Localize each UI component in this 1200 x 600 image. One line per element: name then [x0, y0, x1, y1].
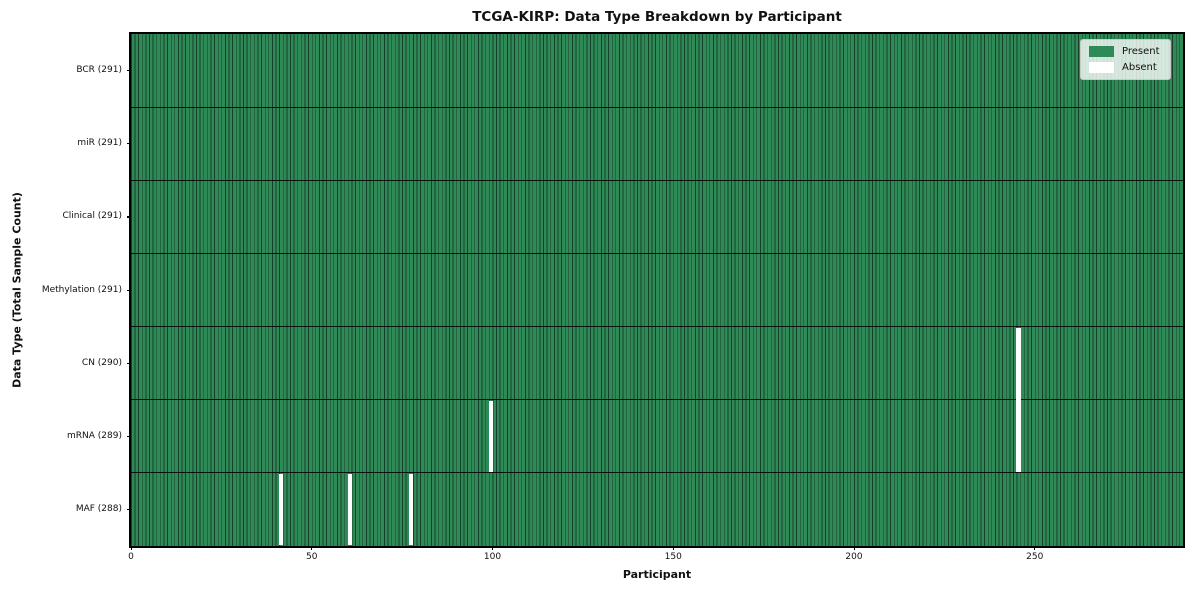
- y-tick-mark: [127, 289, 131, 291]
- x-tick-mark: [311, 546, 313, 550]
- row-separator: [131, 472, 1183, 474]
- row-separator: [131, 106, 1183, 108]
- y-tick-label: CN (290): [81, 357, 122, 368]
- legend-label-present: Present: [1122, 46, 1160, 57]
- x-tick-label: 0: [128, 552, 134, 562]
- x-tick-mark: [1034, 546, 1036, 550]
- legend-label-absent: Absent: [1122, 62, 1157, 73]
- absent-cell: [347, 473, 352, 545]
- y-tick-label: miR (291): [77, 138, 122, 149]
- y-tick-mark: [127, 362, 131, 364]
- legend-item-present: Present: [1089, 46, 1160, 57]
- chart-title: TCGA-KIRP: Data Type Breakdown by Partic…: [472, 9, 842, 25]
- y-tick-label: mRNA (289): [67, 430, 122, 441]
- x-tick-label: 100: [483, 552, 502, 562]
- y-tick-mark: [127, 143, 131, 145]
- legend: Present Absent: [1080, 39, 1171, 80]
- y-tick-label: MAF (288): [75, 503, 122, 514]
- x-tick-label: 250: [1026, 552, 1044, 562]
- x-tick-mark: [492, 546, 493, 550]
- row-separator: [131, 399, 1183, 401]
- absent-cell: [488, 400, 493, 472]
- row-separator: [131, 252, 1183, 254]
- x-tick-label: 150: [664, 552, 682, 562]
- y-tick-mark: [127, 508, 131, 511]
- y-tick-mark: [127, 435, 131, 437]
- x-tick-label: 200: [845, 552, 863, 562]
- absent-cell: [278, 473, 284, 545]
- row-separator: [131, 179, 1183, 181]
- legend-item-absent: Absent: [1089, 62, 1160, 73]
- x-axis-label: Participant: [622, 568, 692, 581]
- present-swatch-icon: [1089, 46, 1114, 57]
- y-tick-label: BCR (291): [76, 65, 122, 76]
- x-tick-label: 50: [306, 552, 318, 562]
- y-tick-label: Clinical (291): [62, 211, 122, 222]
- y-tick-mark: [127, 70, 131, 72]
- absent-cell: [409, 473, 414, 545]
- x-tick-mark: [672, 546, 674, 550]
- y-tick-label: Methylation (291): [41, 284, 122, 295]
- y-tick-mark: [127, 216, 131, 218]
- row-separator: [131, 326, 1183, 328]
- absent-cell: [1016, 327, 1021, 472]
- x-tick-mark: [130, 546, 132, 550]
- x-tick-mark: [853, 546, 855, 550]
- heatmap-plot-area: [131, 34, 1183, 546]
- absent-swatch-icon: [1089, 62, 1114, 73]
